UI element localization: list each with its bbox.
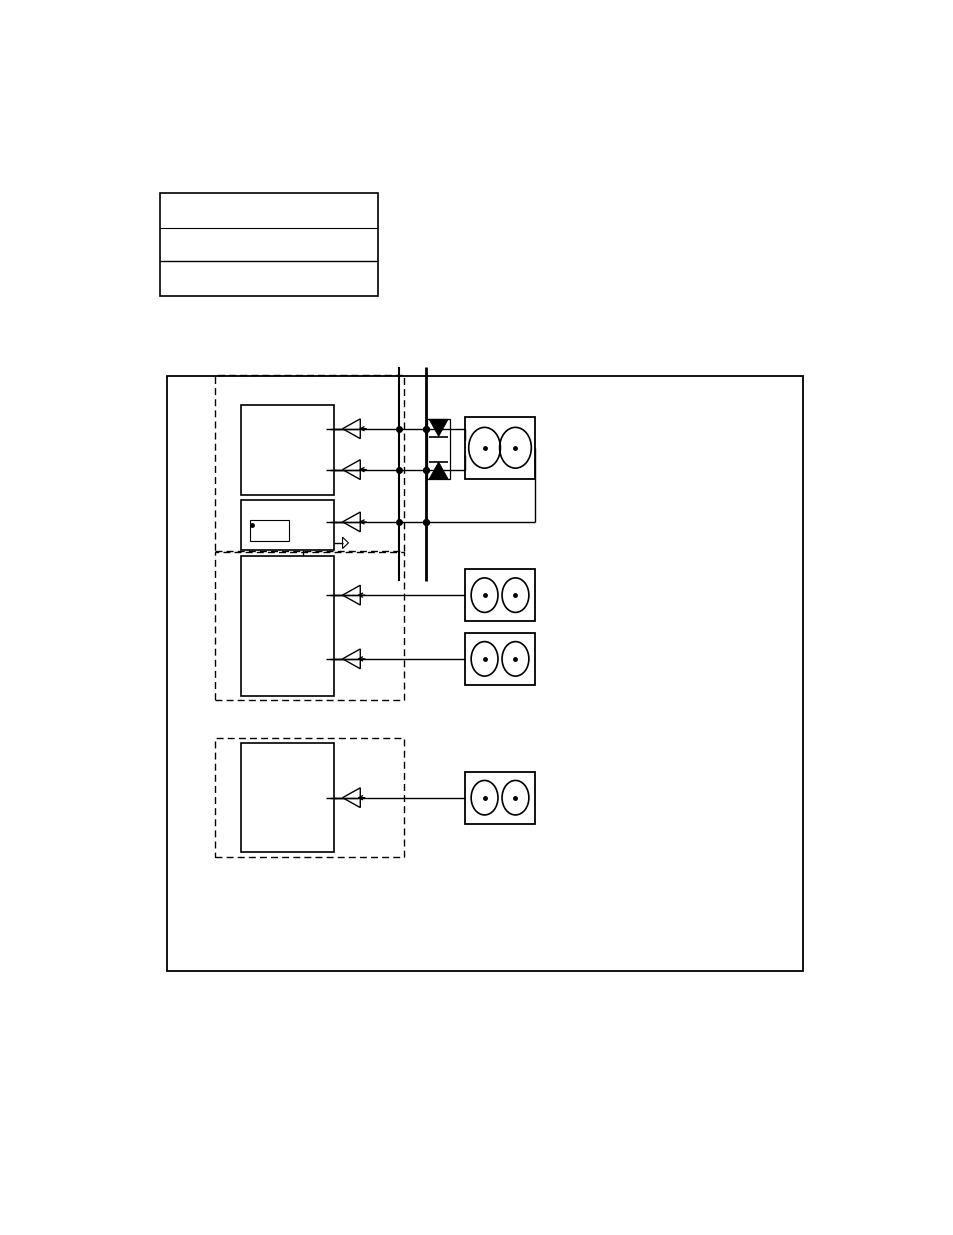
Bar	[464, 632, 535, 685]
Bar	[241, 500, 334, 550]
Bar	[241, 405, 334, 495]
Bar	[160, 193, 377, 295]
Bar	[241, 556, 334, 697]
Bar	[167, 377, 802, 971]
Bar	[241, 742, 334, 852]
Polygon shape	[429, 462, 448, 479]
Bar	[215, 737, 403, 857]
Bar	[464, 417, 535, 479]
Bar	[250, 520, 288, 541]
Polygon shape	[429, 419, 448, 436]
Bar	[464, 569, 535, 621]
Bar	[215, 552, 403, 700]
Bar	[464, 772, 535, 824]
Bar	[215, 375, 403, 551]
Bar	[426, 419, 450, 479]
